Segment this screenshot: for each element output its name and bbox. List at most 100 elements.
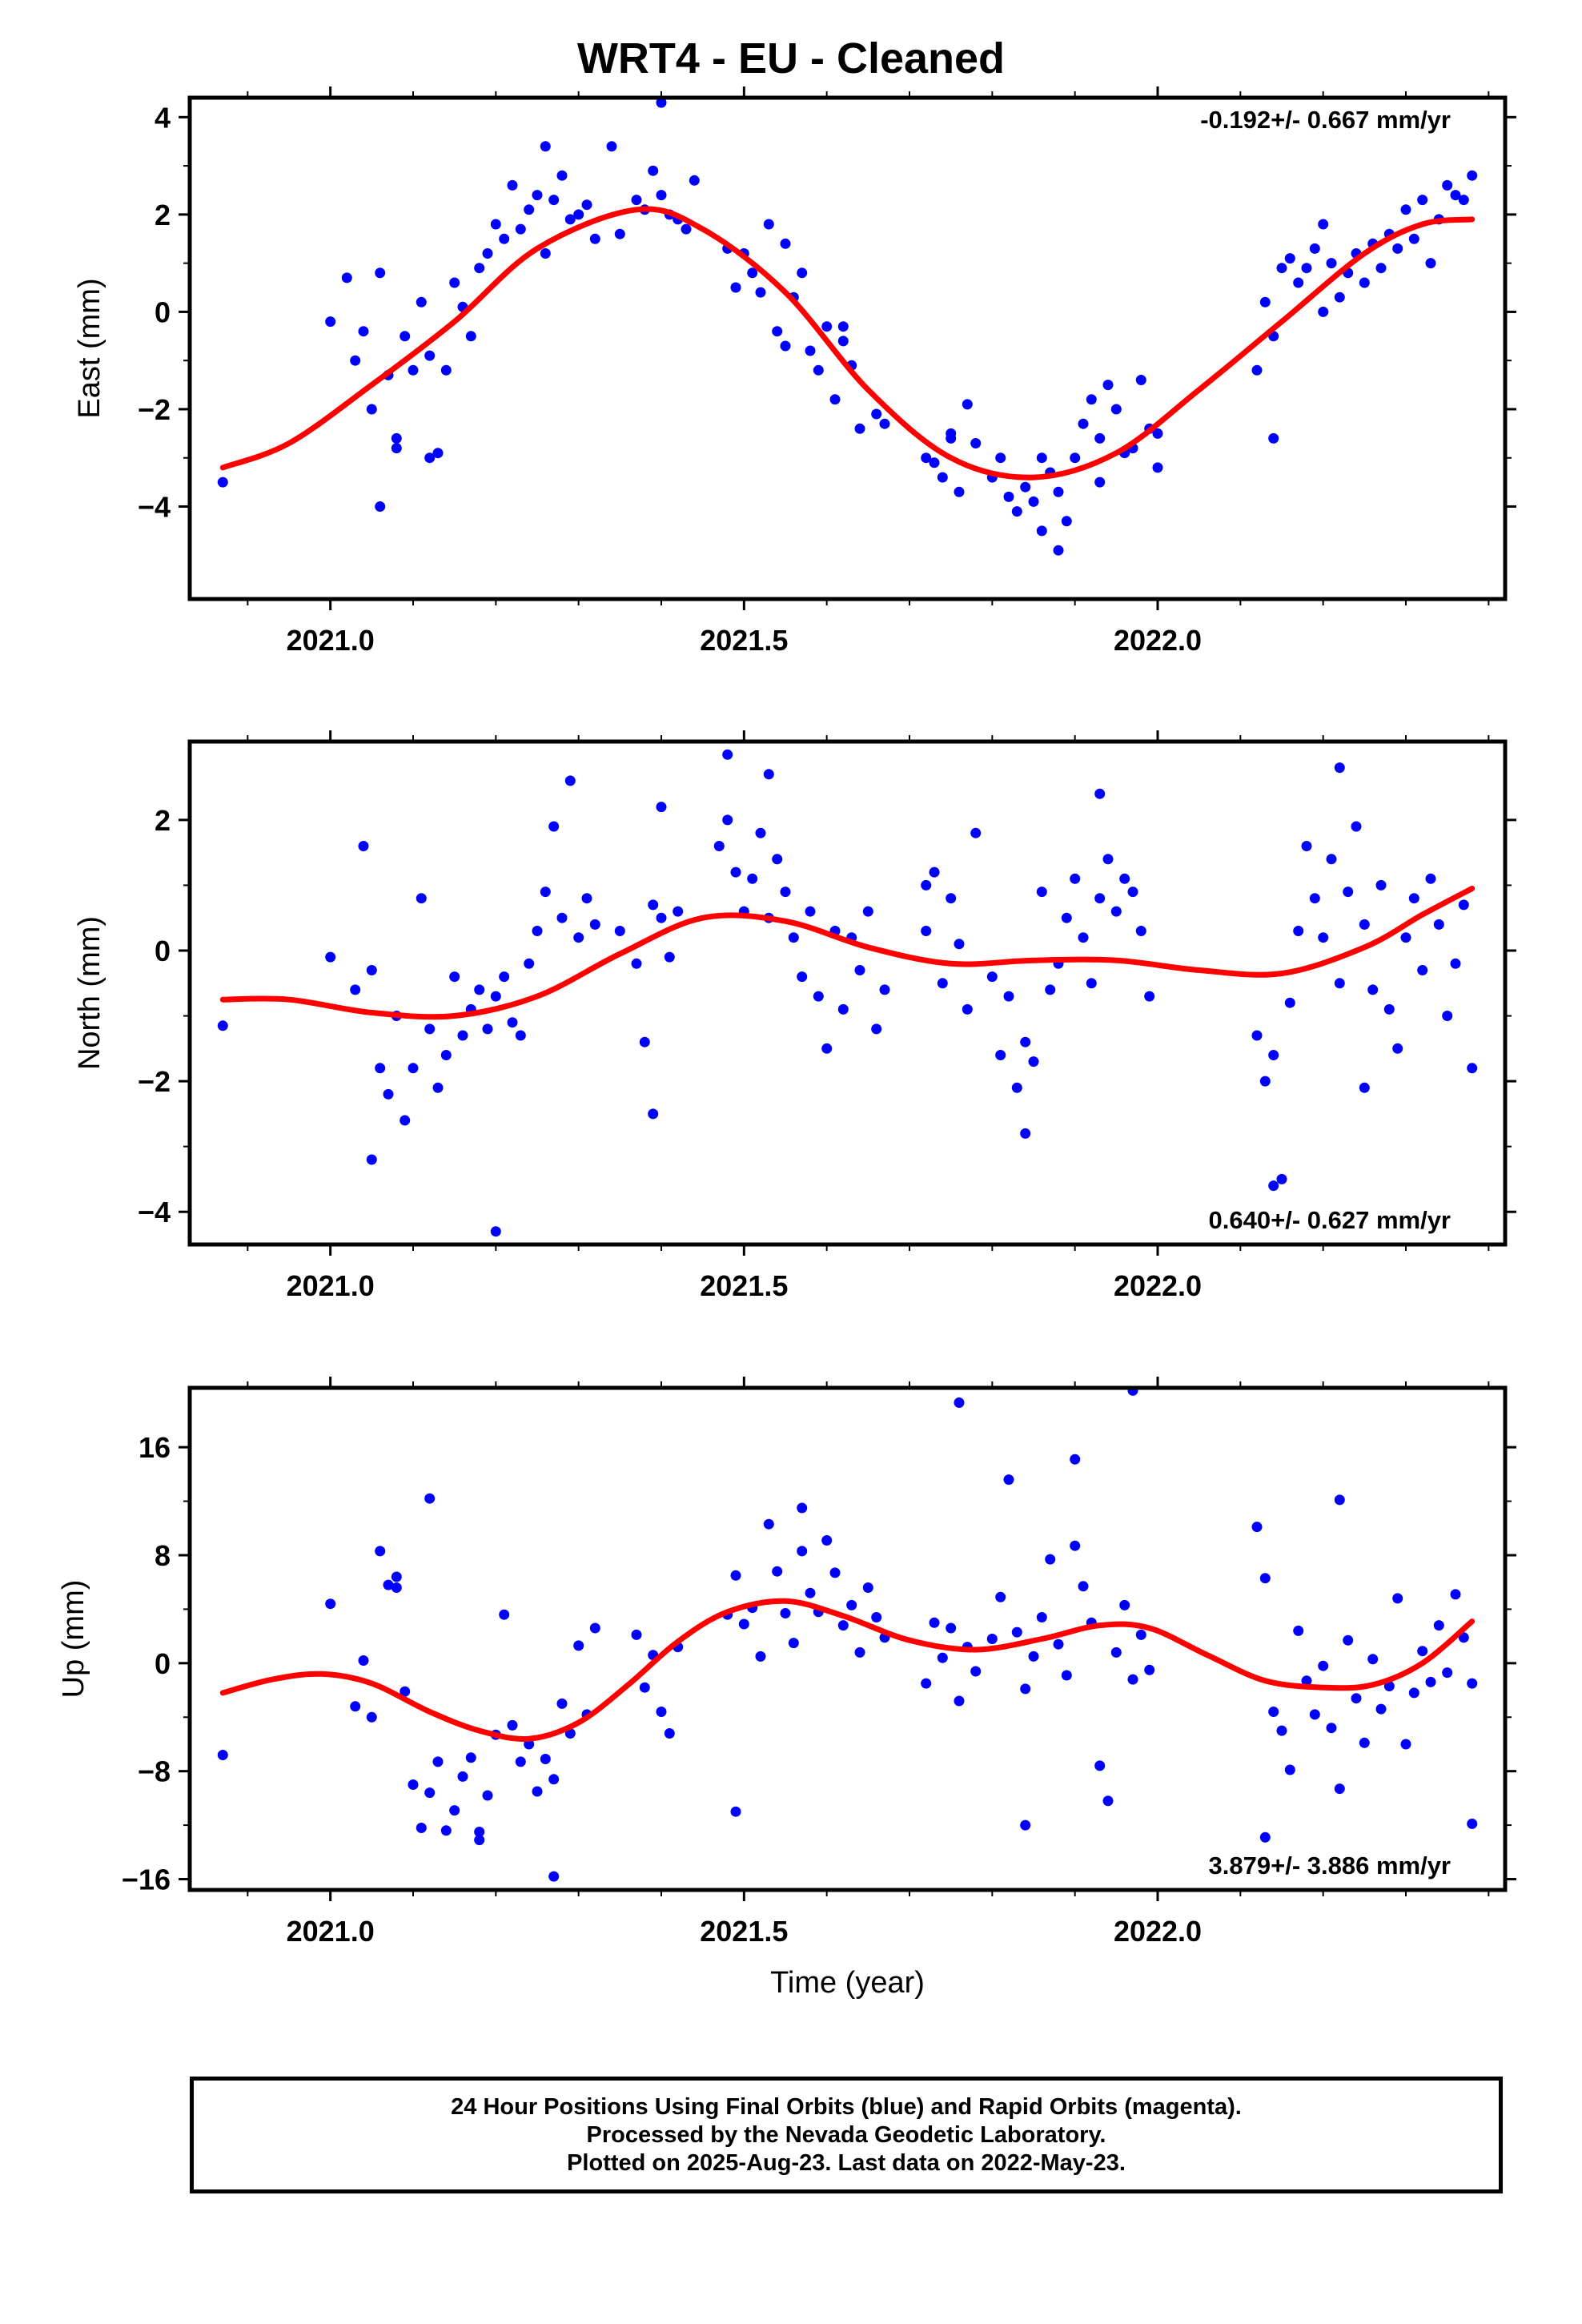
data-point bbox=[1293, 926, 1304, 936]
data-point bbox=[1400, 204, 1411, 215]
data-point bbox=[1135, 1629, 1146, 1640]
data-point bbox=[1102, 1795, 1114, 1807]
data-point bbox=[648, 899, 659, 911]
data-point bbox=[1020, 1683, 1031, 1695]
data-point bbox=[1326, 854, 1337, 865]
data-point bbox=[490, 219, 501, 230]
y-tick-label: 8 bbox=[155, 1539, 171, 1572]
data-point bbox=[1450, 958, 1461, 969]
data-point bbox=[375, 1546, 386, 1557]
data-point bbox=[217, 476, 228, 488]
rate-label: 3.879+/- 3.886 mm/yr bbox=[1209, 1852, 1451, 1880]
data-point bbox=[954, 939, 965, 950]
data-point bbox=[1259, 296, 1271, 308]
data-point bbox=[837, 321, 849, 332]
data-point bbox=[1036, 887, 1047, 898]
data-point bbox=[1070, 1454, 1081, 1465]
data-point bbox=[1045, 1554, 1056, 1565]
data-point bbox=[548, 195, 560, 206]
data-point bbox=[954, 486, 965, 497]
data-point bbox=[573, 932, 584, 943]
data-point bbox=[1061, 516, 1072, 527]
data-point bbox=[532, 190, 543, 201]
data-point bbox=[1011, 1082, 1022, 1093]
data-point bbox=[879, 418, 890, 429]
panel-1: 2021.0 2021.5 2022.0 4 2 0 −2 −4 East (mm) -0.192… bbox=[73, 86, 1516, 657]
y-tick-label: 2 bbox=[155, 804, 171, 837]
data-point bbox=[1458, 1632, 1469, 1643]
data-point bbox=[366, 965, 377, 975]
data-point bbox=[424, 350, 436, 361]
data-point bbox=[350, 984, 361, 995]
data-point bbox=[540, 141, 551, 152]
data-point bbox=[465, 331, 476, 342]
data-point bbox=[797, 267, 808, 279]
fit-line bbox=[219, 886, 1476, 1020]
data-point bbox=[656, 912, 667, 923]
data-point bbox=[1086, 978, 1097, 989]
data-point bbox=[1144, 1664, 1155, 1675]
y-tick-label: −2 bbox=[138, 1065, 171, 1098]
data-point bbox=[1375, 1703, 1387, 1715]
data-point bbox=[1318, 306, 1329, 317]
data-point bbox=[350, 1701, 361, 1712]
data-point bbox=[1011, 1626, 1022, 1638]
data-point bbox=[564, 214, 576, 225]
data-point bbox=[805, 906, 816, 917]
data-point bbox=[449, 277, 460, 288]
data-point bbox=[482, 248, 493, 259]
data-point bbox=[1467, 170, 1478, 181]
data-point bbox=[1442, 179, 1453, 191]
data-point bbox=[1359, 277, 1370, 288]
fit-line bbox=[219, 206, 1476, 480]
data-point bbox=[1392, 243, 1403, 254]
data-point bbox=[1268, 1180, 1279, 1192]
rate-label: -0.192+/- 0.667 mm/yr bbox=[1200, 106, 1451, 134]
data-point bbox=[1078, 932, 1089, 943]
plot-frame bbox=[187, 95, 1508, 601]
data-point bbox=[664, 1728, 675, 1739]
data-point bbox=[763, 1518, 774, 1530]
data-point bbox=[1127, 1674, 1138, 1685]
plot-frame bbox=[187, 739, 1508, 1247]
data-point bbox=[664, 951, 675, 963]
data-point bbox=[1450, 190, 1461, 201]
data-point bbox=[1284, 1764, 1295, 1775]
data-point bbox=[780, 340, 791, 352]
data-point bbox=[457, 1771, 468, 1782]
data-point bbox=[358, 1655, 369, 1666]
data-point bbox=[507, 179, 518, 191]
data-point bbox=[929, 866, 940, 878]
data-point bbox=[325, 951, 336, 963]
data-point bbox=[1301, 263, 1312, 274]
data-point bbox=[986, 971, 998, 983]
data-point bbox=[797, 1546, 808, 1557]
data-point bbox=[713, 841, 725, 851]
data-point bbox=[465, 1752, 476, 1763]
data-point bbox=[829, 394, 841, 405]
data-point bbox=[1094, 893, 1106, 904]
data-point bbox=[490, 991, 501, 1002]
data-point bbox=[1318, 1660, 1329, 1671]
footer-line-3: Plotted on 2025-Aug-23. Last data on 202… bbox=[567, 2150, 1126, 2176]
y-tick-label: −8 bbox=[138, 1755, 171, 1788]
data-point bbox=[449, 971, 460, 983]
data-point bbox=[821, 321, 833, 332]
data-point bbox=[375, 501, 386, 512]
x-tick-label: 2022.0 bbox=[1114, 1915, 1202, 1948]
data-point bbox=[970, 1666, 982, 1677]
data-point bbox=[656, 98, 667, 108]
data-point bbox=[1119, 1599, 1130, 1610]
data-point bbox=[507, 1017, 518, 1028]
data-point bbox=[937, 472, 948, 483]
data-point bbox=[1408, 893, 1419, 904]
data-point bbox=[921, 926, 932, 936]
data-point bbox=[1053, 1638, 1064, 1650]
y-tick-label: 0 bbox=[155, 296, 171, 328]
data-point bbox=[730, 1570, 741, 1581]
data-point bbox=[424, 1787, 436, 1799]
data-point bbox=[648, 1108, 659, 1120]
data-point bbox=[1417, 965, 1428, 975]
data-point bbox=[1458, 899, 1469, 911]
data-point bbox=[449, 1805, 460, 1816]
